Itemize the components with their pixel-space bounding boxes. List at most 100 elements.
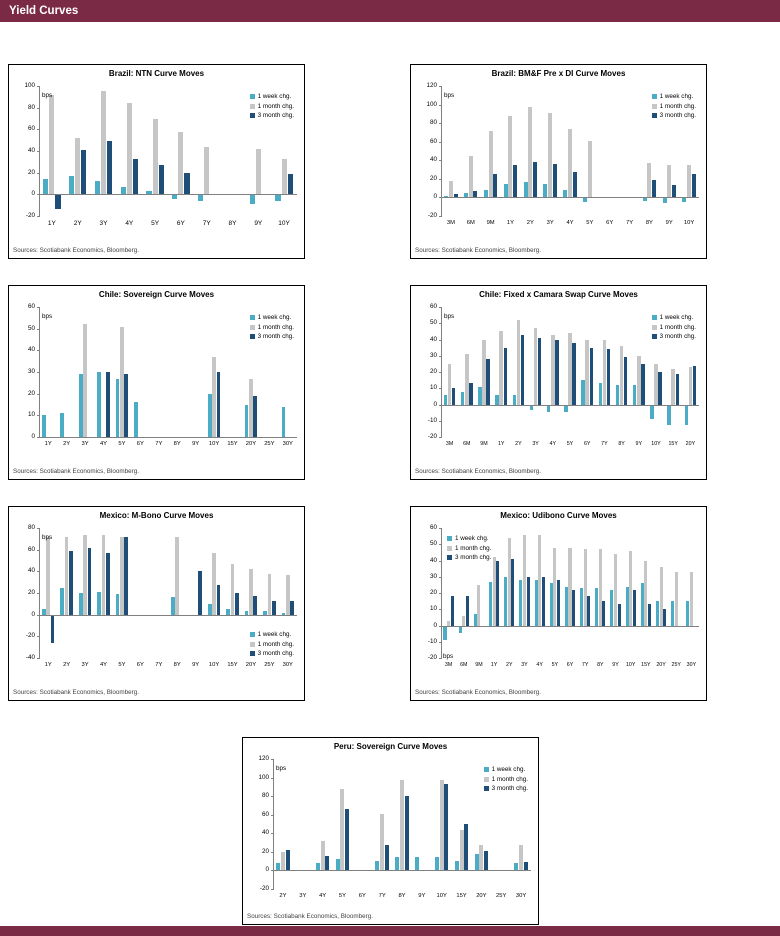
y-tick-label: -40 xyxy=(25,654,35,661)
y-tick-label: -20 xyxy=(427,654,437,661)
x-tick-label: 7Y xyxy=(581,662,589,668)
bar xyxy=(617,604,621,626)
bar xyxy=(513,164,518,198)
bar xyxy=(615,385,620,405)
y-axis-unit-label: bps xyxy=(42,313,53,320)
bar xyxy=(465,596,469,626)
y-tick xyxy=(439,593,442,594)
bar xyxy=(78,374,83,437)
x-tick-label: 1Y xyxy=(490,662,498,668)
bar xyxy=(551,334,555,405)
legend-swatch xyxy=(651,103,657,109)
x-tick-label: 7Y xyxy=(601,441,608,447)
y-tick xyxy=(271,777,274,779)
y-tick-label: 40 xyxy=(27,567,35,575)
bar xyxy=(691,174,696,198)
bar xyxy=(83,324,87,437)
x-tick-label: 9Y xyxy=(254,220,263,227)
bar xyxy=(97,372,101,437)
y-tick xyxy=(271,870,274,872)
y-tick-label: 10 xyxy=(429,605,437,613)
x-tick-label: 20Y xyxy=(245,662,257,668)
x-tick-label: 3Y xyxy=(99,220,108,227)
bar xyxy=(473,190,478,198)
bar xyxy=(285,574,290,615)
bar xyxy=(671,601,675,626)
bar xyxy=(655,601,659,626)
x-tick-label: 30Y xyxy=(282,441,293,447)
x-tick-label: 6M xyxy=(463,441,471,447)
bar xyxy=(64,536,69,615)
bar xyxy=(400,780,404,871)
bar xyxy=(249,569,253,615)
bar xyxy=(226,609,230,615)
legend-label: 3 month chg. xyxy=(257,650,294,657)
y-tick xyxy=(439,355,442,357)
legend-item: 1 month chg. xyxy=(249,640,294,648)
legend: 1 week chg. 1 month chg. 3 month chg. xyxy=(249,631,294,660)
legend-swatch xyxy=(447,545,452,551)
x-tick-label: 6Y xyxy=(358,893,366,899)
legend-label: 1 month chg. xyxy=(257,640,294,648)
bar xyxy=(625,586,629,626)
bar xyxy=(619,346,624,405)
chart-title: Mexico: Udibono Curve Moves xyxy=(500,511,617,520)
bar xyxy=(675,373,679,405)
bar xyxy=(549,583,553,626)
y-tick-label: 80 xyxy=(27,524,35,531)
bar xyxy=(281,406,286,437)
x-tick-label: 2Y xyxy=(279,893,287,899)
x-axis-line xyxy=(39,194,297,196)
x-tick-label: 4Y xyxy=(99,662,108,668)
y-tick xyxy=(271,851,274,853)
x-tick-label: 7Y xyxy=(202,220,211,227)
y-tick xyxy=(37,107,40,109)
bar xyxy=(667,164,672,198)
bar xyxy=(447,363,452,405)
x-tick-label: 1Y xyxy=(506,220,514,226)
y-tick xyxy=(37,151,40,152)
bar xyxy=(538,534,542,626)
bar xyxy=(464,824,469,871)
bar xyxy=(384,845,389,871)
x-tick-label: 6Y xyxy=(583,441,591,447)
y-tick xyxy=(37,528,40,529)
sources-note: Sources: Scotiabank Economics, Bloomberg… xyxy=(13,468,139,475)
bar xyxy=(602,601,606,626)
x-tick-label: 3Y xyxy=(521,662,528,668)
legend-label: 1 month chg. xyxy=(257,102,294,110)
legend-label: 1 month chg. xyxy=(659,323,696,331)
legend-item: 1 month chg. xyxy=(483,776,528,783)
bar xyxy=(682,198,687,203)
y-tick xyxy=(37,636,40,638)
y-tick xyxy=(439,178,442,180)
legend-item: 1 week chg. xyxy=(447,535,491,542)
x-tick-label: 9Y xyxy=(192,441,200,447)
bar xyxy=(249,195,255,204)
bar xyxy=(482,339,486,405)
y-tick xyxy=(439,339,442,341)
chart-mexico-udibono: Mexico: Udibono Curve Moves Sources: Sco… xyxy=(410,506,707,701)
bar xyxy=(78,593,83,615)
y-tick-label: -20 xyxy=(25,212,35,219)
y-tick xyxy=(439,160,442,162)
legend-item: 3 month chg. xyxy=(249,650,294,657)
x-tick-label: 7Y xyxy=(378,893,386,899)
y-tick xyxy=(439,123,442,125)
bar xyxy=(499,331,503,405)
x-tick-label: 15Y xyxy=(227,441,238,447)
legend-label: 1 week chg. xyxy=(491,766,526,773)
chart-title: Brazil: BM&F Pre x DI Curve Moves xyxy=(491,69,626,78)
bar xyxy=(454,861,459,871)
bar xyxy=(235,593,239,615)
legend-label: 3 month chg. xyxy=(257,333,294,340)
legend-swatch xyxy=(447,536,452,541)
x-tick-label: 10Y xyxy=(208,662,220,668)
x-tick-label: 9M xyxy=(480,441,488,447)
x-tick-label: 7Y xyxy=(155,441,163,447)
x-tick-label: 8Y xyxy=(618,441,625,447)
x-tick-label: 2Y xyxy=(506,662,513,668)
sources-note: Sources: Scotiabank Economics, Bloomberg… xyxy=(415,247,541,254)
bar xyxy=(49,94,55,195)
x-tick-label: 5Y xyxy=(151,220,160,227)
